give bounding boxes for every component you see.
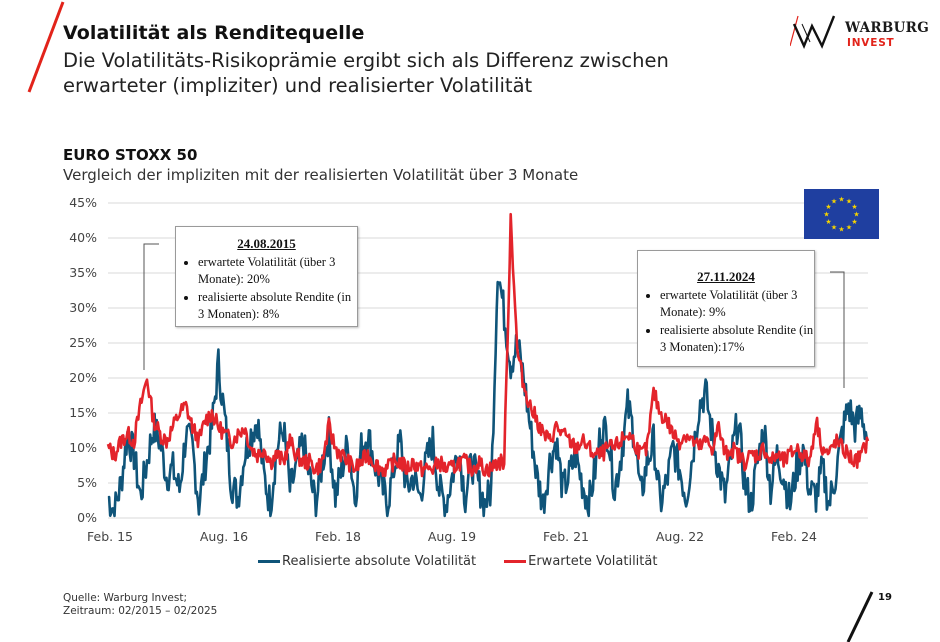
x-tick-label: Feb. 18: [315, 529, 361, 544]
legend-item-realized: Realisierte absolute Volatilität: [258, 554, 476, 569]
star-icon: ★: [823, 211, 829, 219]
logo-sub: INVEST: [847, 37, 895, 49]
chart-title: EURO STOXX 50: [63, 146, 198, 164]
page-number: 19: [878, 592, 892, 603]
footer-source: Quelle: Warburg Invest; Zeitraum: 02/201…: [63, 592, 217, 618]
star-icon: ★: [831, 223, 837, 231]
star-icon: ★: [825, 203, 831, 211]
star-icon: ★: [838, 226, 844, 234]
y-tick-label: 5%: [77, 475, 97, 490]
star-icon: ★: [851, 203, 857, 211]
logo-brand: WARBURG: [845, 20, 930, 36]
chart-legend: Realisierte absolute Volatilität Erwarte…: [258, 554, 657, 569]
annotation-connector: [143, 243, 159, 370]
x-tick-label: Aug. 16: [200, 529, 248, 544]
star-icon: ★: [853, 211, 859, 219]
star-icon: ★: [851, 218, 857, 226]
period-text: Zeitraum: 02/2015 – 02/2025: [63, 605, 218, 617]
legend-label-expected: Erwartete Volatilität: [528, 554, 658, 569]
star-icon: ★: [846, 223, 852, 231]
y-tick-label: 40%: [69, 230, 97, 245]
series-line-expected: [106, 212, 870, 478]
y-tick-label: 45%: [69, 195, 97, 210]
page-title: Volatilität als Renditequelle: [63, 22, 365, 44]
annotation-connector: [830, 271, 845, 388]
series-line-realized: [107, 280, 870, 518]
annotation-box-2024: 27.11.2024 erwartete Volatilität (über 3…: [637, 250, 815, 367]
annotation-bullet: realisierte absolute Rendite (in 3 Monat…: [198, 289, 357, 324]
star-icon: ★: [838, 196, 844, 204]
annotation-bullet: realisierte absolute Rendite (in 3 Monat…: [660, 322, 814, 357]
legend-item-expected: Erwartete Volatilität: [504, 554, 657, 569]
star-icon: ★: [825, 218, 831, 226]
x-tick-label: Feb. 24: [771, 529, 817, 544]
annotation-bullet: erwartete Volatilität (über 3 Monate): 2…: [198, 254, 357, 289]
page-subtitle: Die Volatilitäts-Risikoprämie ergibt sic…: [63, 49, 669, 97]
annotation-date: 27.11.2024: [697, 269, 755, 284]
y-tick-label: 20%: [69, 370, 97, 385]
x-tick-label: Feb. 15: [87, 529, 133, 544]
x-tick-label: Feb. 21: [543, 529, 589, 544]
y-tick-label: 10%: [69, 440, 97, 455]
y-tick-label: 25%: [69, 335, 97, 350]
y-tick-label: 0%: [77, 510, 97, 525]
legend-swatch-expected: [504, 560, 527, 563]
y-tick-label: 30%: [69, 300, 97, 315]
annotation-bullet: erwartete Volatilität (über 3 Monate): 9…: [660, 287, 814, 322]
legend-swatch-realized: [258, 560, 280, 563]
legend-label-realized: Realisierte absolute Volatilität: [282, 554, 477, 569]
x-tick-label: Aug. 22: [656, 529, 704, 544]
y-tick-label: 15%: [69, 405, 97, 420]
annotation-date: 24.08.2015: [237, 236, 296, 251]
x-tick-label: Aug. 19: [428, 529, 476, 544]
star-icon: ★: [831, 198, 837, 206]
eu-flag-icon: ★ ★ ★ ★ ★ ★ ★ ★ ★ ★ ★ ★: [804, 189, 879, 239]
source-text: Quelle: Warburg Invest;: [63, 592, 188, 604]
warburg-logo-icon: [790, 15, 836, 50]
star-icon: ★: [846, 198, 852, 206]
chart-subtitle: Vergleich der impliziten mit der realisi…: [63, 166, 579, 184]
annotation-box-2015: 24.08.2015 erwartete Volatilität (über 3…: [175, 226, 358, 327]
y-tick-label: 35%: [69, 265, 97, 280]
